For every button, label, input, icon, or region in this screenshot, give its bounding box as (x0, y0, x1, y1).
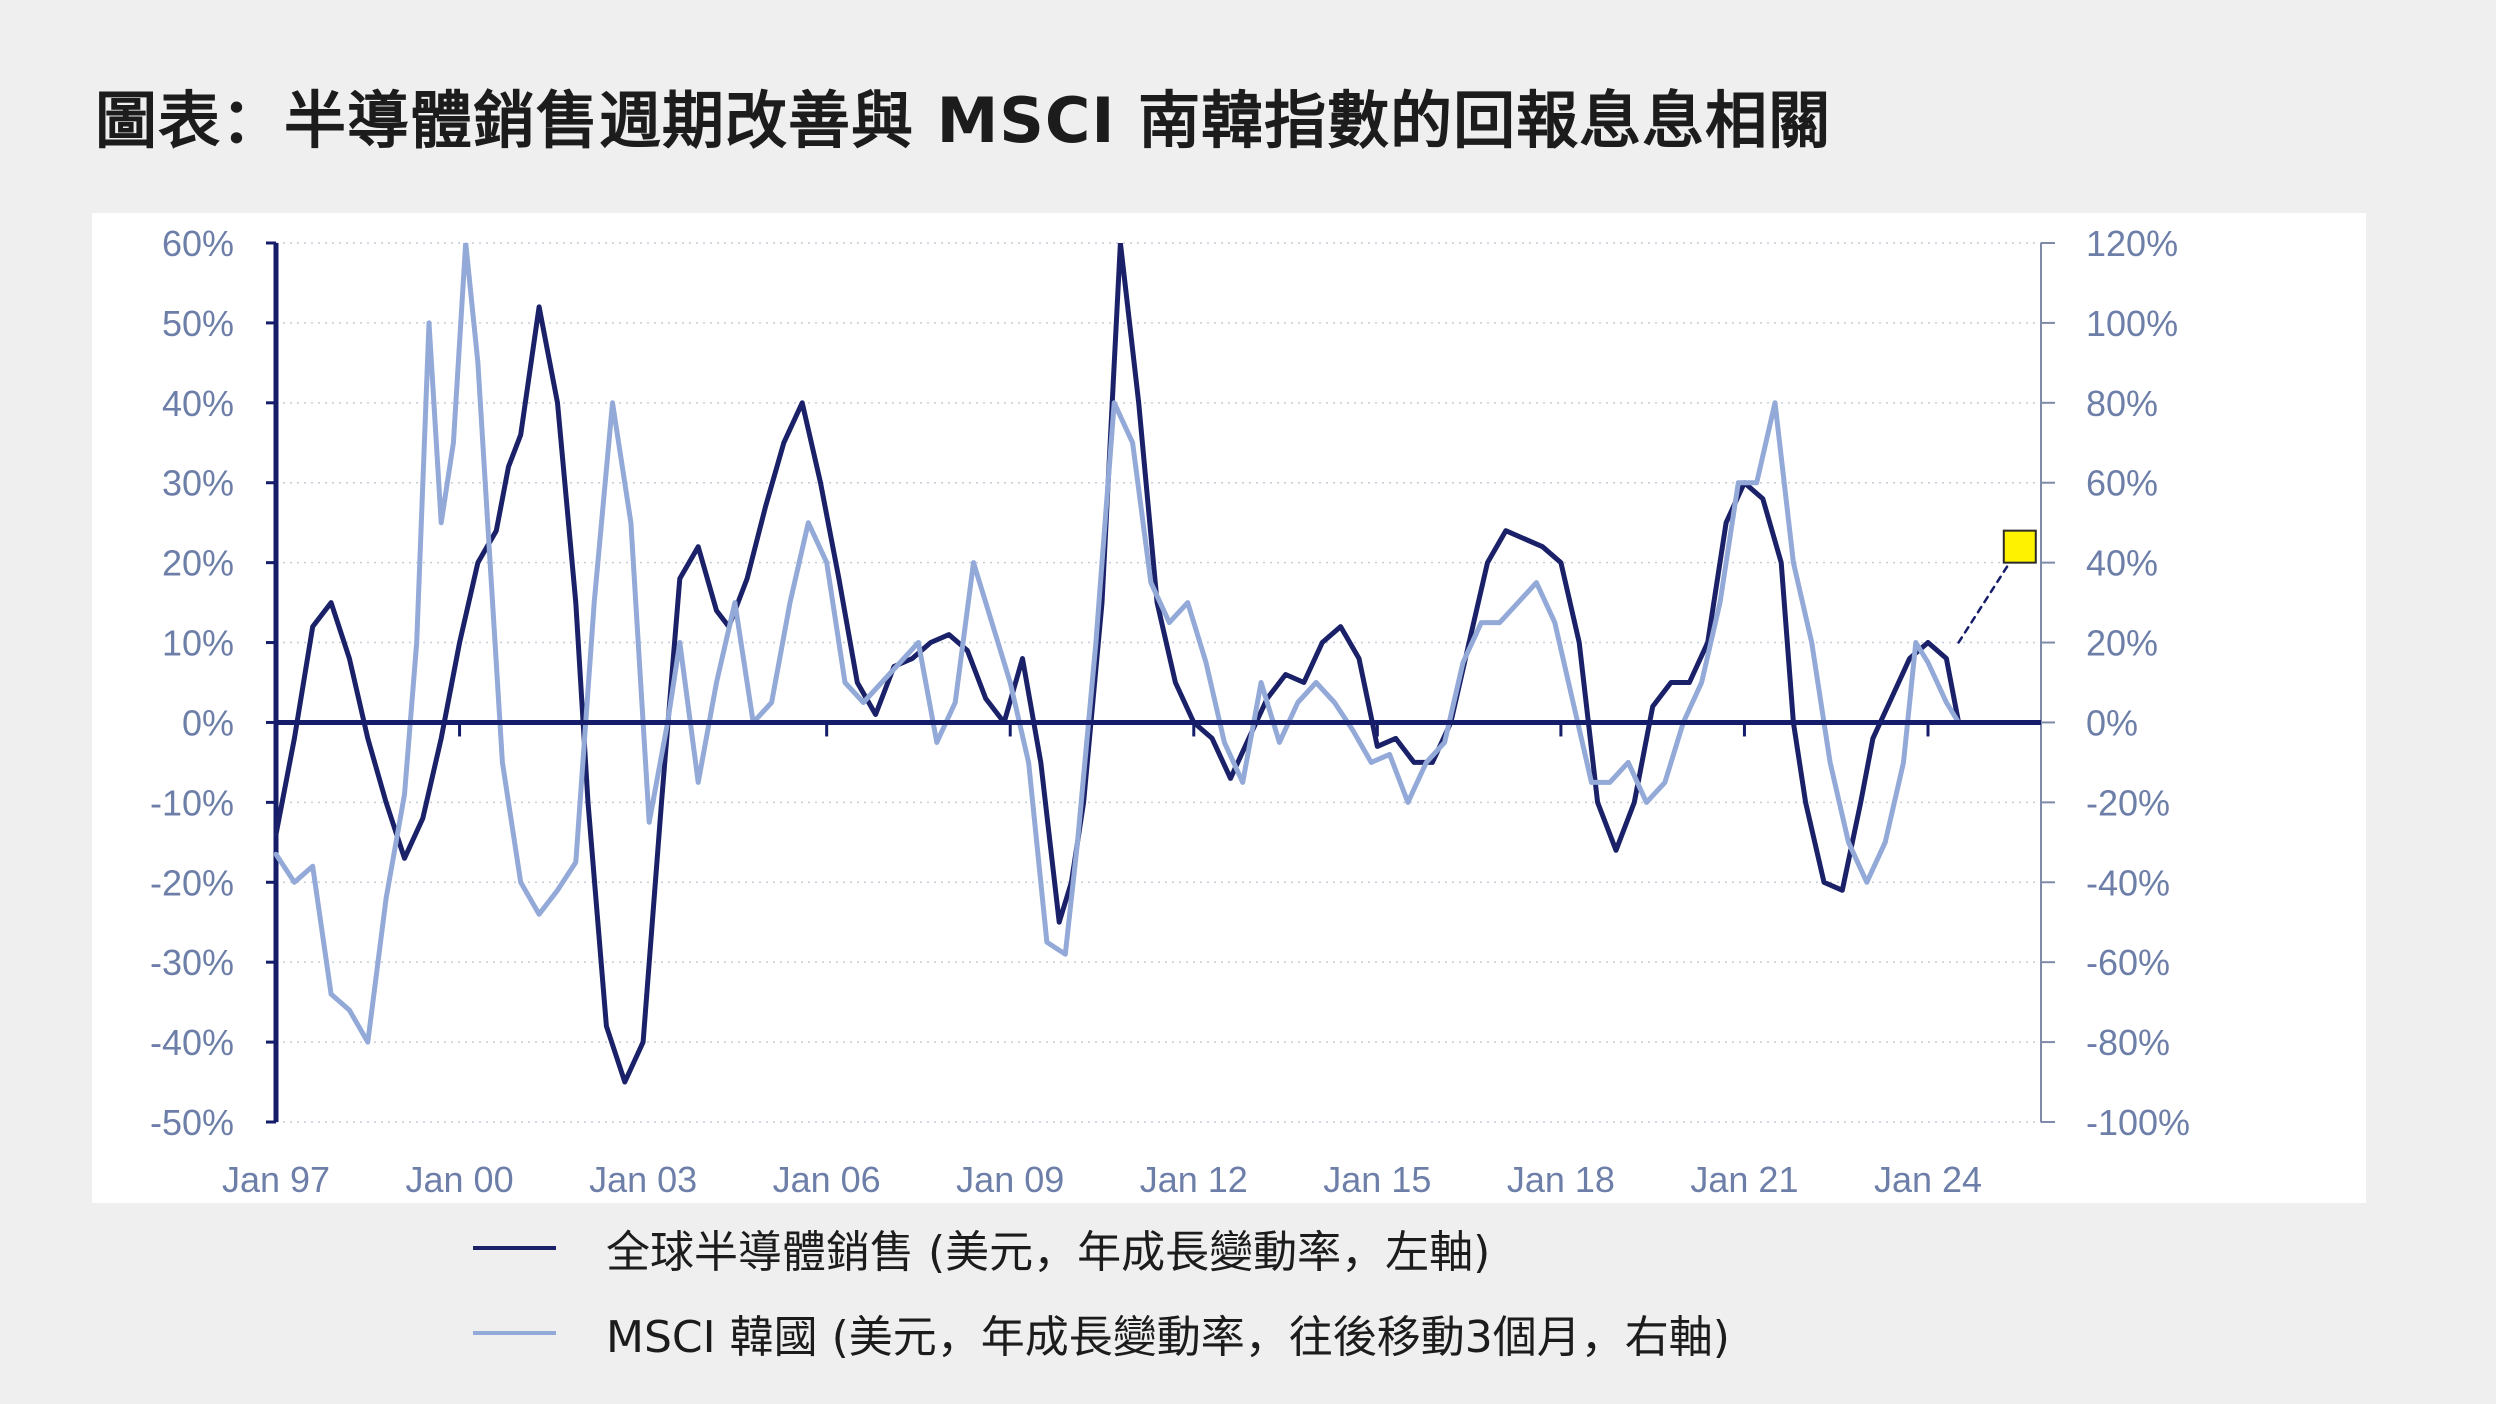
left-axis-tick-label: 50% (162, 303, 234, 344)
legend-label-korea: MSCI 韓國 (美元，年成長變動率，往後移動3個月，右軸) (606, 1312, 1730, 1363)
x-axis-tick-label: Jan 24 (1874, 1159, 1982, 1200)
left-axis-tick-label: -40% (150, 1022, 234, 1063)
page-title: 圖表：半導體銷售週期改善與 MSCI 南韓指數的回報息息相關 (95, 84, 1832, 157)
x-axis-tick-label: Jan 03 (589, 1159, 697, 1200)
right-axis-tick-label: 20% (2086, 623, 2158, 664)
x-axis-tick-label: Jan 00 (406, 1159, 514, 1200)
legend-item-korea: MSCI 韓國 (美元，年成長變動率，往後移動3個月，右軸) (473, 1303, 1973, 1363)
line-chart: 60% 50% 40% 30% 20% 10% 0% -10% -20% -30% -40% -50%… (150, 223, 2190, 1200)
left-axis-tick-label: -30% (150, 942, 234, 983)
legend-label-semiconductor: 全球半導體銷售 (美元，年成長變動率，左軸) (606, 1227, 1491, 1278)
x-axis-tick-label: Jan 15 (1323, 1159, 1431, 1200)
left-axis-tick-label: -20% (150, 862, 234, 903)
left-axis-tick-label: 10% (162, 623, 234, 664)
left-axis-tick-label: 0% (182, 702, 234, 743)
x-axis-tick-label: Jan 97 (222, 1159, 330, 1200)
right-axis-tick-label: -80% (2086, 1022, 2170, 1063)
right-axis-tick-label: 120% (2086, 223, 2178, 264)
right-axis-tick-label: 60% (2086, 463, 2158, 504)
left-axis-tick-label: 40% (162, 383, 234, 424)
right-axis-tick-label: 40% (2086, 543, 2158, 584)
chart-panel: 60% 50% 40% 30% 20% 10% 0% -10% -20% -30% -40% -50%… (92, 213, 2366, 1203)
left-axis-tick-label: 20% (162, 543, 234, 584)
x-axis-tick-label: Jan 12 (1140, 1159, 1248, 1200)
right-axis-tick-label: 0% (2086, 702, 2138, 743)
right-axis-tick-label: -60% (2086, 942, 2170, 983)
x-axis-tick-label: Jan 09 (956, 1159, 1064, 1200)
legend-item-semiconductor: 全球半導體銷售 (美元，年成長變動率，左軸) (473, 1218, 1973, 1278)
forecast-dashed-line (1957, 545, 2022, 644)
left-axis-tick-label: -50% (150, 1102, 234, 1143)
legend-swatch-korea (473, 1331, 556, 1335)
right-axis-tick-label: -100% (2086, 1102, 2190, 1143)
right-axis-tick-label: -40% (2086, 862, 2170, 903)
right-axis-tick-label: 80% (2086, 383, 2158, 424)
x-axis-tick-label: Jan 21 (1690, 1159, 1798, 1200)
right-axis-tick-label: -20% (2086, 782, 2170, 823)
x-axis-tick-label: Jan 18 (1507, 1159, 1615, 1200)
left-axis-tick-label: 60% (162, 223, 234, 264)
left-axis-tick-label: 30% (162, 463, 234, 504)
forecast-marker (2002, 529, 2037, 564)
left-axis-tick-label: -10% (150, 782, 234, 823)
right-axis-tick-label: 100% (2086, 303, 2178, 344)
legend-swatch-semiconductor (473, 1246, 556, 1250)
x-axis-tick-label: Jan 06 (773, 1159, 881, 1200)
